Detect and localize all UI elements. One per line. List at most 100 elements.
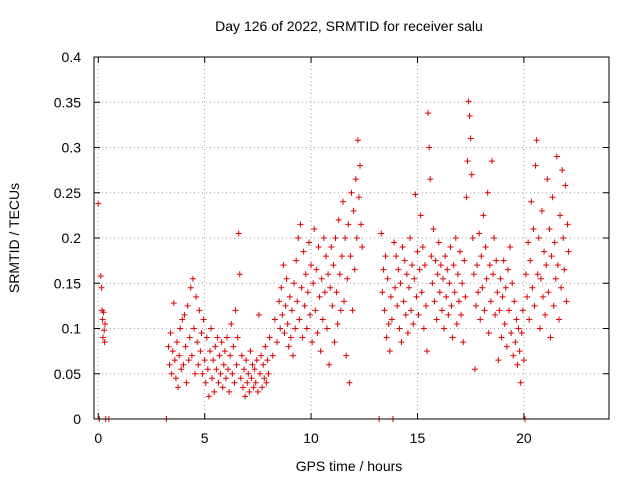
data-point <box>466 112 473 119</box>
data-point <box>283 275 290 282</box>
data-point <box>358 221 365 228</box>
data-point <box>234 334 241 341</box>
data-point <box>396 325 403 332</box>
data-point <box>536 325 543 332</box>
data-point <box>99 334 106 341</box>
data-point <box>338 253 345 260</box>
data-point <box>447 244 454 251</box>
data-point <box>538 207 545 214</box>
data-point <box>326 361 333 368</box>
data-point <box>449 334 456 341</box>
data-point <box>548 253 555 260</box>
data-point <box>499 293 506 300</box>
x-tick-label: 15 <box>410 430 426 446</box>
data-point <box>341 298 348 305</box>
data-point <box>186 334 193 341</box>
data-point <box>448 302 455 309</box>
data-point <box>517 379 524 386</box>
data-point <box>307 311 314 318</box>
data-point <box>435 239 442 246</box>
data-point <box>201 357 208 364</box>
data-point <box>166 361 173 368</box>
data-point <box>503 343 510 350</box>
data-point <box>535 235 542 241</box>
data-point <box>425 110 432 117</box>
data-point <box>192 370 199 377</box>
data-point <box>560 235 567 241</box>
data-point <box>493 257 500 264</box>
data-point <box>467 135 474 142</box>
data-point <box>513 316 520 323</box>
data-point <box>347 253 354 260</box>
data-point <box>264 357 271 364</box>
data-point <box>382 253 389 260</box>
data-point <box>386 348 393 355</box>
data-point <box>212 343 219 350</box>
data-point <box>532 162 539 169</box>
data-point <box>393 253 400 260</box>
data-point <box>280 262 287 269</box>
data-point <box>403 271 410 278</box>
data-point <box>478 253 485 260</box>
data-point <box>545 289 552 296</box>
y-tick-label: 0.3 <box>62 140 82 156</box>
data-point <box>400 298 407 305</box>
x-tick-label: 0 <box>94 430 102 446</box>
data-point <box>99 316 106 323</box>
data-point <box>208 325 215 332</box>
data-point <box>387 293 394 300</box>
data-point <box>484 189 491 196</box>
data-point <box>209 375 216 382</box>
data-point <box>450 262 457 269</box>
data-point <box>392 284 399 291</box>
data-point <box>531 302 538 309</box>
data-point <box>485 330 492 337</box>
data-point <box>98 284 105 291</box>
data-point <box>235 230 242 237</box>
data-point <box>427 176 434 183</box>
data-point <box>265 370 272 377</box>
data-point <box>523 271 530 278</box>
data-point <box>188 352 195 359</box>
data-point <box>336 271 343 278</box>
data-point <box>345 221 352 228</box>
data-point <box>495 357 502 364</box>
data-point <box>232 307 239 314</box>
data-point <box>95 200 102 207</box>
data-point <box>391 239 398 246</box>
data-point <box>102 320 109 327</box>
data-point <box>233 361 240 368</box>
data-point <box>500 257 507 264</box>
y-tick-label: 0.25 <box>54 185 81 201</box>
data-point <box>498 334 505 341</box>
data-point <box>195 361 202 368</box>
data-point <box>242 393 249 400</box>
data-point <box>543 262 550 269</box>
data-point <box>494 289 501 296</box>
data-point <box>213 366 220 373</box>
data-point <box>206 348 213 355</box>
data-point <box>488 158 495 165</box>
data-point <box>534 271 541 278</box>
data-point <box>284 320 291 327</box>
x-axis-label: GPS time / hours <box>296 458 403 474</box>
data-point <box>475 289 482 296</box>
data-point <box>165 343 172 350</box>
y-tick-label: 0 <box>73 411 81 427</box>
data-point <box>418 289 425 296</box>
data-point <box>101 327 108 334</box>
data-point <box>245 370 252 377</box>
data-point <box>274 339 281 346</box>
data-point <box>553 153 560 160</box>
data-point <box>241 366 248 373</box>
data-point <box>315 244 322 251</box>
data-point <box>308 262 315 269</box>
data-point <box>299 334 306 341</box>
data-point <box>231 379 238 386</box>
data-point <box>189 275 196 282</box>
data-point <box>281 330 288 337</box>
data-point <box>193 293 200 300</box>
data-point <box>461 257 468 264</box>
data-point <box>288 307 295 314</box>
data-point <box>408 307 415 314</box>
